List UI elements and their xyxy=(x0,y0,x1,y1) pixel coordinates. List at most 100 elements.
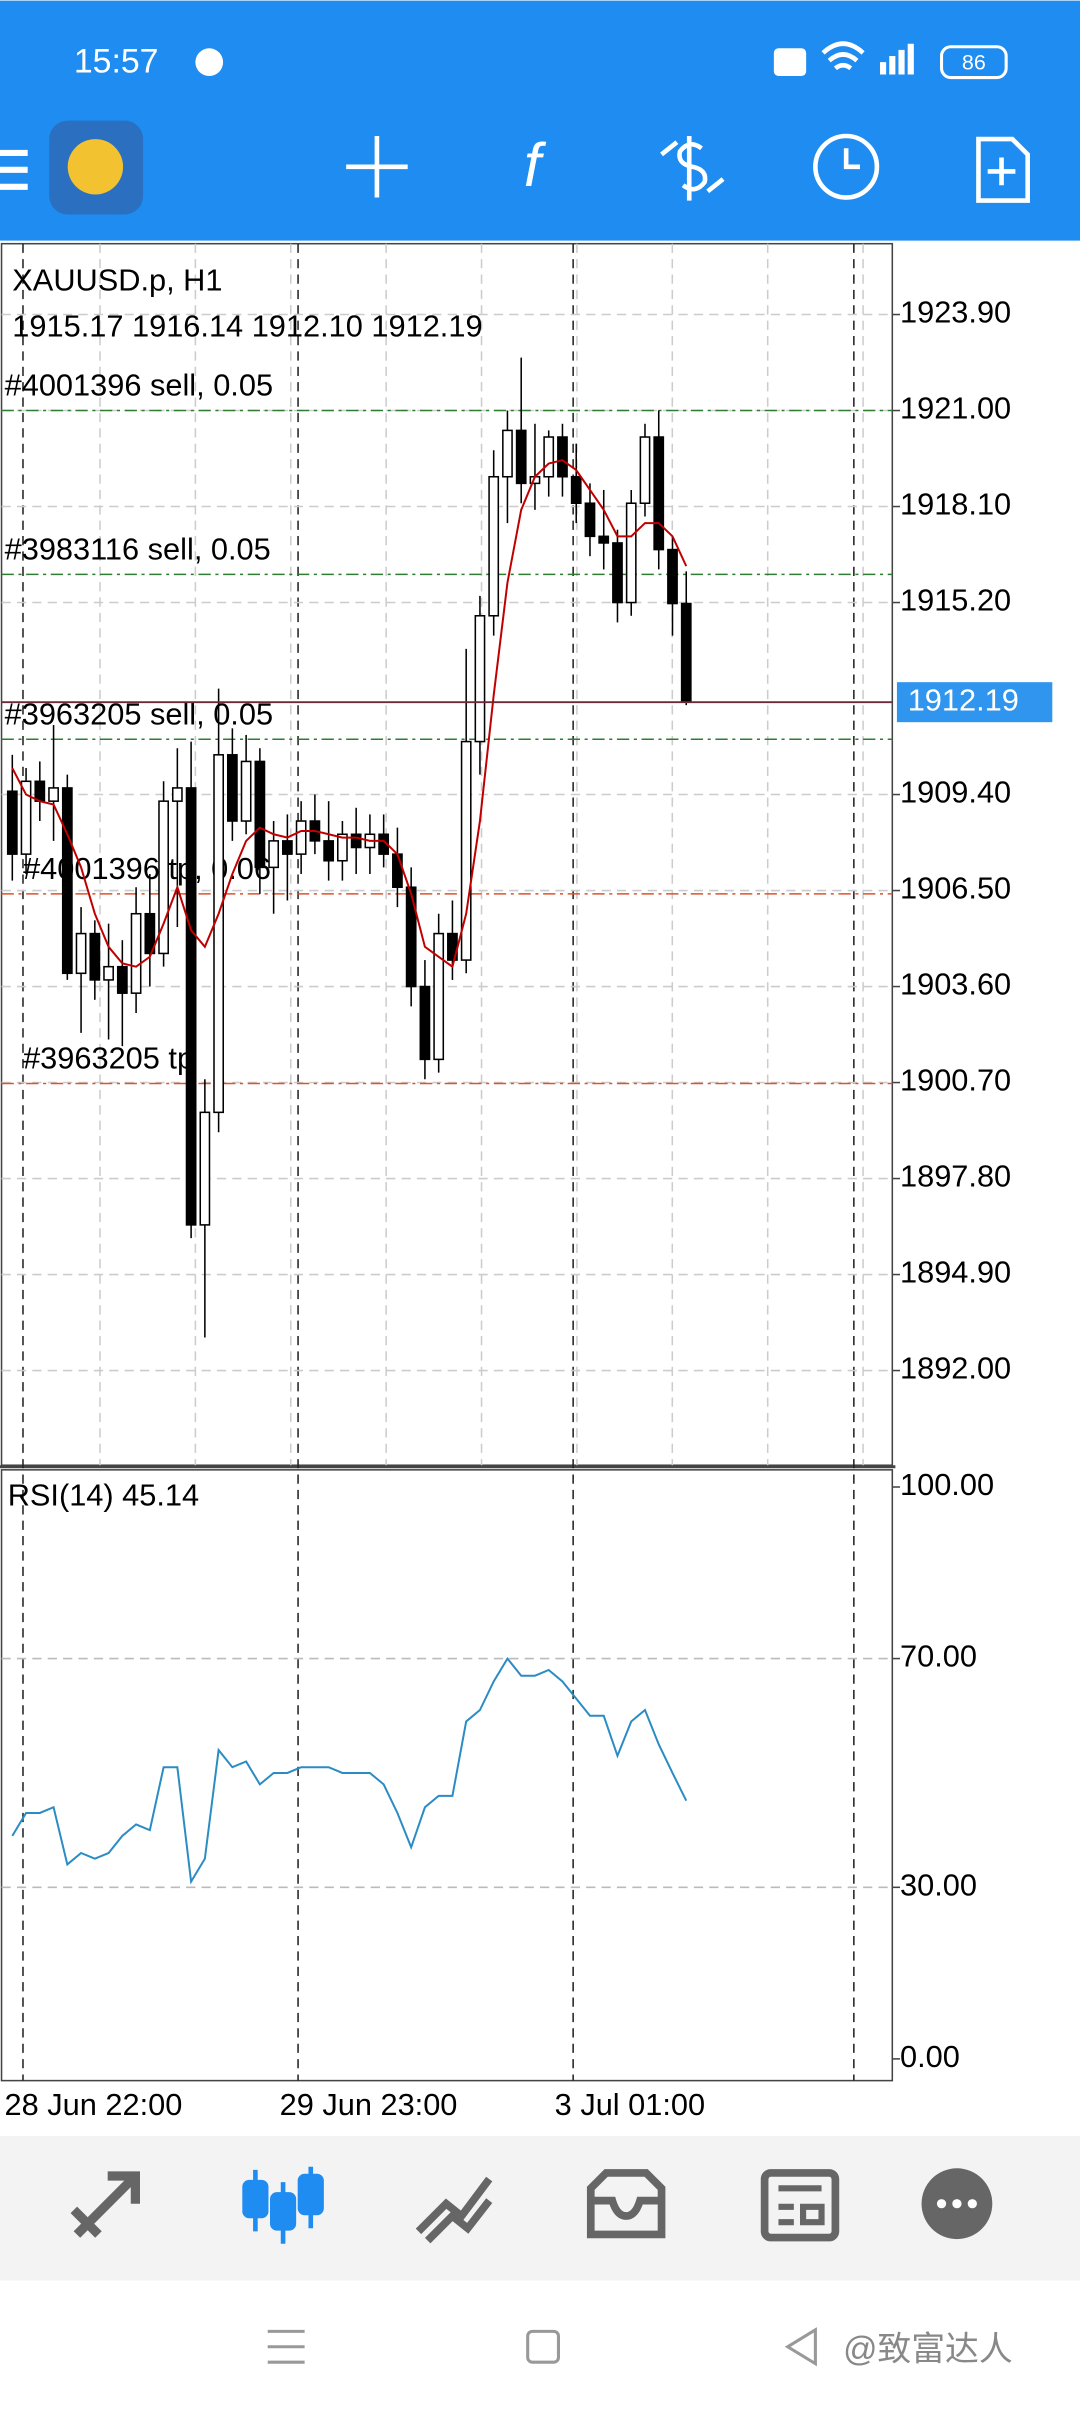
y-tick-label: 1903.60 xyxy=(900,967,1011,1002)
candle-body xyxy=(199,1111,211,1226)
candle-body xyxy=(419,985,431,1061)
candle-body xyxy=(89,932,101,981)
ohlc-label: 1915.17 1916.14 1912.10 1912.19 xyxy=(12,308,482,343)
candle-body xyxy=(75,932,87,975)
tab-bar xyxy=(0,2136,1080,2281)
y-tick-label: 30.00 xyxy=(900,1867,977,1902)
new-order-button[interactable] xyxy=(976,136,1030,203)
candle-body xyxy=(240,760,252,822)
candle-body xyxy=(488,475,500,617)
chat-dot xyxy=(952,2199,962,2209)
order-label: #3983116 sell, 0.05 xyxy=(5,531,271,566)
y-tick-label: 70.00 xyxy=(900,1639,977,1674)
trade-tab[interactable] xyxy=(415,2176,493,2244)
news-tab[interactable] xyxy=(760,2169,840,2242)
clock-hands xyxy=(843,148,860,170)
chart-layer: 28 Jun 22:00 29 Jun 23:00 3 Jul 01:00 1892.… xyxy=(1,243,1053,2122)
current-price-box xyxy=(896,682,1053,723)
candle-body xyxy=(680,602,692,703)
y-tick-label: 1918.10 xyxy=(900,487,1011,522)
x-tick-label: 3 Jul 01:00 xyxy=(555,2087,705,2122)
candle-body xyxy=(323,840,335,862)
candle-body xyxy=(6,790,18,855)
order-label: #3963205 tp xyxy=(23,1041,194,1076)
nav-home[interactable] xyxy=(526,2329,560,2364)
status-time: 15:57 xyxy=(74,43,159,81)
candle-body xyxy=(433,932,445,1061)
nav-menu[interactable] xyxy=(267,2329,305,2364)
candle-body xyxy=(543,436,555,478)
y-tick-label: 100.00 xyxy=(900,1467,994,1502)
timeframe-button[interactable] xyxy=(813,133,880,200)
y-tick-label: 1897.80 xyxy=(900,1159,1011,1194)
y-tick-label: 1921.00 xyxy=(900,391,1011,426)
y-tick-label: 1909.40 xyxy=(900,775,1011,810)
candle-body xyxy=(584,502,596,538)
candle-body xyxy=(502,429,513,478)
y-tick-label: 1923.90 xyxy=(900,295,1011,330)
x-tick-label: 29 Jun 23:00 xyxy=(280,2087,458,2122)
nav-back[interactable] xyxy=(784,2327,817,2367)
candle-body xyxy=(639,436,651,504)
crosshair-button[interactable] xyxy=(346,135,408,198)
price-pane xyxy=(0,242,894,1466)
candle-body xyxy=(20,780,32,855)
y-tick-label: 0.00 xyxy=(900,2039,960,2074)
rsi-pane xyxy=(0,1469,894,2082)
rsi-line xyxy=(11,1656,688,1885)
candle-body xyxy=(158,800,169,955)
battery-icon xyxy=(940,45,1008,80)
y-tick-label: 1892.00 xyxy=(900,1351,1011,1386)
chat-dot xyxy=(936,2199,947,2209)
hd-icon xyxy=(773,48,807,76)
y-tick-label: 1915.20 xyxy=(900,583,1011,618)
candle-body xyxy=(653,436,665,551)
candle-body xyxy=(557,436,568,478)
candle-body xyxy=(116,965,128,994)
order-label: #4001396 sell, 0.05 xyxy=(5,368,273,403)
status-icon xyxy=(195,48,224,76)
candle-body xyxy=(226,754,238,822)
y-tick-label: 1906.50 xyxy=(900,871,1011,906)
quotes-tab[interactable] xyxy=(70,2171,140,2238)
candle-body xyxy=(213,754,225,1114)
menu-button[interactable] xyxy=(0,149,28,190)
app-logo-mark xyxy=(67,139,124,195)
candle-body xyxy=(337,833,348,862)
candle-body xyxy=(144,912,156,955)
candle-body xyxy=(185,787,197,1226)
candle-body xyxy=(34,780,46,802)
app-bar xyxy=(0,0,1080,241)
wifi-icon xyxy=(821,41,865,71)
chat-dot xyxy=(967,2199,977,2209)
candle-body xyxy=(667,548,678,605)
candle-body xyxy=(130,912,142,994)
candle-body xyxy=(598,535,610,544)
candle-body xyxy=(570,475,582,504)
candle-body xyxy=(268,840,280,869)
history-tab[interactable] xyxy=(586,2169,666,2239)
candle-body xyxy=(282,840,293,855)
candle-body xyxy=(460,740,472,961)
y-tick-label: 1900.70 xyxy=(900,1063,1011,1098)
trade-button[interactable] xyxy=(660,135,725,201)
candle-body xyxy=(254,760,266,869)
candle-body xyxy=(295,820,307,855)
signal-icon xyxy=(880,43,914,75)
candle-body xyxy=(392,853,403,889)
news-tab-lines xyxy=(778,2185,825,2226)
candle-body xyxy=(612,542,623,604)
candle-body xyxy=(405,886,417,988)
symbol-title: XAUUSD.p, H1 xyxy=(12,262,222,297)
battery-level: 86 xyxy=(962,50,986,74)
moving-average xyxy=(11,459,688,969)
chart-tab[interactable] xyxy=(242,2166,324,2244)
candle-body xyxy=(103,965,114,981)
candle-body xyxy=(350,833,362,849)
current-price-label: 1912.19 xyxy=(908,682,1019,717)
candle-body xyxy=(625,502,637,604)
candle-body xyxy=(48,787,59,802)
x-tick-label: 28 Jun 22:00 xyxy=(5,2087,183,2122)
watermark: @致富达人 xyxy=(843,2330,1013,2368)
